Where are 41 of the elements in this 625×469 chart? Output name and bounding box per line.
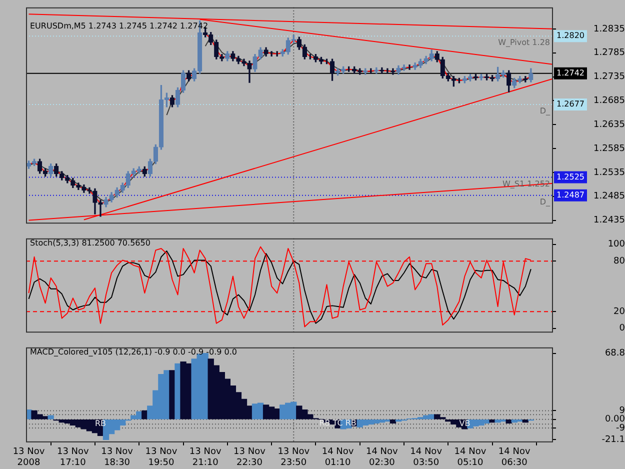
ref-line-label: 1.2525 <box>556 172 584 182</box>
y-tick-label: -9 <box>616 423 625 434</box>
text: EURUSDm,M5 1.2743 1.2745 1.2742 1.2742 <box>30 21 208 30</box>
annotation: D_ <box>540 197 551 206</box>
x-tick-label: 13 Nov 22:30 <box>234 447 266 468</box>
y-tick-label: 0.00 <box>604 414 625 425</box>
x-tick-label: 14 Nov 03:50 <box>410 447 443 468</box>
y-tick-label: 1.2485 <box>594 192 625 202</box>
y-tick-label: 100 <box>608 240 625 250</box>
y-tick-label: 1.2435 <box>594 216 625 226</box>
x-tick-label: 13 Nov 2008 <box>12 447 46 468</box>
x-tick-label: 13 Nov 19:50 <box>145 447 178 468</box>
y-tick-label: 1.2585 <box>594 144 625 154</box>
y-tick-label: -21.1 <box>602 434 625 445</box>
y-tick-label: 68.8 <box>604 348 625 359</box>
annotation: D_ <box>540 106 551 116</box>
x-tick-label: 14 Nov 06:30 <box>498 447 531 468</box>
x-tick-label: 13 Nov 21:10 <box>189 447 222 468</box>
annotation: W_Pivot 1.28 <box>498 38 550 48</box>
ref-line-label: 1.2677 <box>556 100 584 109</box>
x-tick-label: 13 Nov 23:50 <box>278 447 310 468</box>
y-tick-label: 1.2635 <box>594 120 625 130</box>
x-tick-label: 13 Nov 17:10 <box>56 447 90 468</box>
y-tick-label: 1.2735 <box>594 72 625 82</box>
y-tick-label: 20 <box>614 306 625 317</box>
y-tick-label: 1.2535 <box>594 168 625 178</box>
y-tick-label: 9 <box>619 406 625 416</box>
chart-title: Stoch(5,3,3) 81.2500 70.5650 <box>30 238 150 248</box>
x-tick-label: 13 Nov 18:30 <box>101 447 134 468</box>
ref-line-label: 1.2742 <box>556 68 584 78</box>
y-tick-label: 0 <box>619 324 625 334</box>
chart-title: MACD_Colored_v105 (12,26,1) -0.9 0.0 -0.9 -0.9 0.0 <box>30 347 238 356</box>
y-tick-label: 1.2685 <box>594 96 625 106</box>
y-tick-label: 1.2785 <box>594 48 625 58</box>
y-tick-label: 1.2835 <box>594 24 625 34</box>
ref-line-label: 1.2487 <box>556 190 584 200</box>
x-tick-label: 14 Nov 02:30 <box>366 447 399 468</box>
x-tick-label: 14 Nov 01:10 <box>322 447 354 468</box>
ref-line-label: 1.2820 <box>556 31 584 40</box>
x-tick-label: 14 Nov 05:10 <box>454 447 487 468</box>
y-tick-label: 80 <box>614 256 625 266</box>
